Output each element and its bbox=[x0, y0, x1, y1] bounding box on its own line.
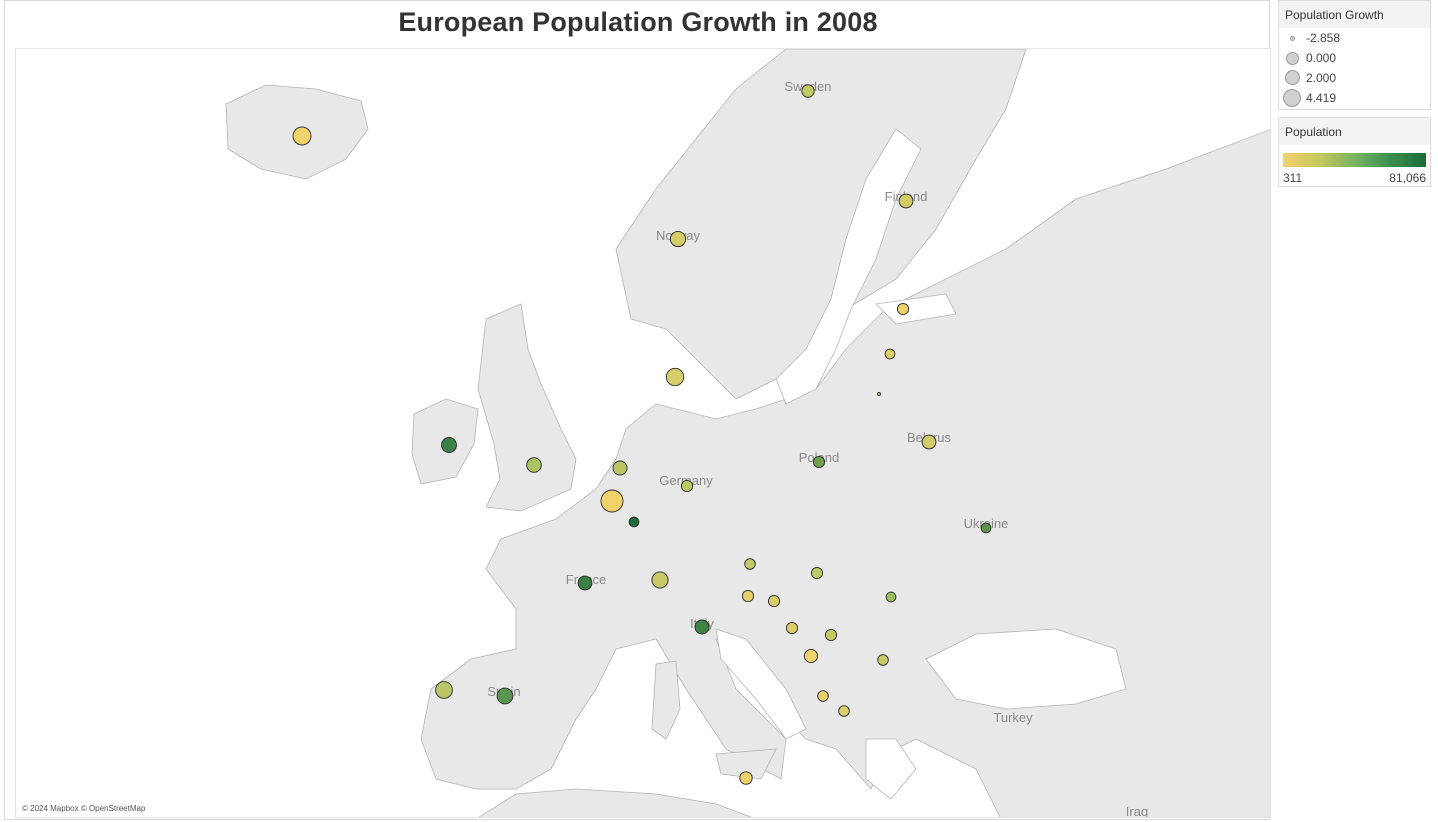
size-legend-item[interactable]: 0.000 bbox=[1279, 48, 1430, 68]
water-black-sea bbox=[925, 628, 1127, 710]
map-view[interactable]: Sweden Finland Norway Belarus Poland Ger… bbox=[15, 48, 1271, 818]
data-point[interactable] bbox=[435, 681, 453, 699]
color-legend-title: Population bbox=[1279, 118, 1430, 145]
data-point[interactable] bbox=[741, 589, 755, 603]
data-point[interactable] bbox=[785, 621, 799, 635]
data-point[interactable] bbox=[877, 392, 881, 396]
land-scandinavia bbox=[615, 49, 1027, 400]
size-legend-label: 2.000 bbox=[1306, 71, 1337, 85]
color-legend-max: 81,066 bbox=[1389, 171, 1426, 185]
data-point[interactable] bbox=[877, 654, 889, 666]
size-swatch-icon bbox=[1285, 70, 1300, 85]
data-point[interactable] bbox=[824, 628, 838, 642]
land-sardinia bbox=[651, 660, 681, 740]
data-point[interactable] bbox=[600, 489, 624, 513]
color-gradient-bar[interactable] bbox=[1283, 153, 1426, 167]
data-point[interactable] bbox=[810, 566, 824, 580]
water-adriatic bbox=[715, 628, 807, 740]
data-marks bbox=[292, 84, 992, 785]
data-point[interactable] bbox=[651, 571, 669, 589]
data-point[interactable] bbox=[884, 348, 896, 360]
data-point[interactable] bbox=[441, 437, 457, 453]
size-legend-item[interactable]: 4.419 bbox=[1279, 88, 1430, 108]
data-point[interactable] bbox=[898, 193, 914, 209]
size-legend: Population Growth -2.858 0.000 2.000 4.4… bbox=[1278, 0, 1431, 110]
data-point[interactable] bbox=[803, 648, 819, 664]
color-legend-range: 311 81,066 bbox=[1279, 169, 1430, 189]
map-canvas[interactable]: Sweden Finland Norway Belarus Poland Ger… bbox=[16, 49, 1271, 818]
label-iraq: Iraq bbox=[1126, 804, 1148, 818]
land-layer bbox=[225, 49, 1270, 817]
data-point[interactable] bbox=[896, 302, 910, 316]
data-point[interactable] bbox=[838, 705, 850, 717]
data-point[interactable] bbox=[739, 771, 753, 785]
size-swatch-icon bbox=[1286, 52, 1299, 65]
data-point[interactable] bbox=[669, 230, 687, 248]
map-attribution[interactable]: © 2024 Mapbox © OpenStreetMap bbox=[22, 804, 146, 813]
data-point[interactable] bbox=[496, 687, 514, 705]
water-aegean bbox=[865, 738, 917, 800]
water-baltic bbox=[775, 128, 922, 405]
size-legend-label: -2.858 bbox=[1306, 31, 1341, 45]
color-legend-min: 311 bbox=[1283, 171, 1303, 185]
water-gulf-of-finland bbox=[875, 293, 957, 325]
data-point[interactable] bbox=[694, 619, 710, 635]
water-layer bbox=[715, 128, 1127, 800]
land-great-britain bbox=[477, 303, 577, 512]
size-swatch-icon bbox=[1290, 36, 1295, 41]
data-point[interactable] bbox=[577, 575, 593, 591]
data-point[interactable] bbox=[526, 457, 542, 473]
size-legend-label: 4.419 bbox=[1306, 91, 1337, 105]
data-point[interactable] bbox=[612, 460, 628, 476]
data-point[interactable] bbox=[665, 367, 685, 387]
size-legend-title: Population Growth bbox=[1279, 1, 1430, 28]
size-swatch-icon bbox=[1283, 89, 1301, 107]
data-point[interactable] bbox=[767, 594, 781, 608]
land-sicily bbox=[715, 748, 777, 780]
size-legend-item[interactable]: 2.000 bbox=[1279, 68, 1430, 88]
chart-title: European Population Growth in 2008 bbox=[398, 7, 878, 37]
label-turkey: Turkey bbox=[993, 710, 1033, 725]
data-point[interactable] bbox=[817, 690, 829, 702]
data-point[interactable] bbox=[628, 516, 640, 528]
size-legend-label: 0.000 bbox=[1306, 51, 1337, 65]
data-point[interactable] bbox=[744, 558, 756, 570]
dashboard-frame: European Population Growth in 2008 bbox=[4, 0, 1271, 820]
data-point[interactable] bbox=[885, 591, 897, 603]
size-legend-item[interactable]: -2.858 bbox=[1279, 28, 1430, 48]
data-point[interactable] bbox=[812, 455, 826, 469]
data-point[interactable] bbox=[921, 434, 937, 450]
data-point[interactable] bbox=[801, 84, 815, 98]
data-point[interactable] bbox=[680, 479, 694, 493]
data-point[interactable] bbox=[980, 522, 992, 534]
color-legend: Population 311 81,066 bbox=[1278, 117, 1431, 187]
data-point[interactable] bbox=[292, 126, 312, 146]
land-north-africa bbox=[478, 788, 752, 817]
